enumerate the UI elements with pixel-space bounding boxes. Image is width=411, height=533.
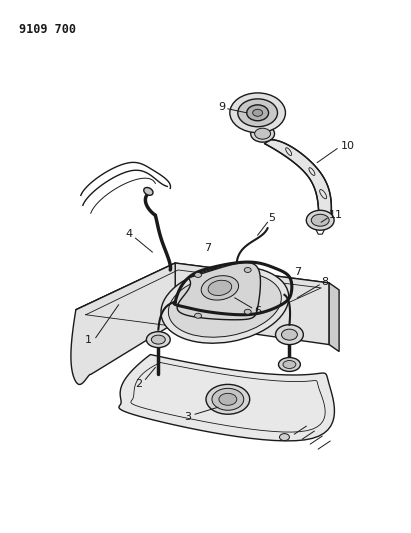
- Text: 10: 10: [341, 141, 355, 151]
- Polygon shape: [265, 140, 331, 222]
- Ellipse shape: [230, 93, 286, 133]
- Ellipse shape: [238, 99, 277, 127]
- Polygon shape: [76, 263, 329, 330]
- Ellipse shape: [212, 389, 244, 410]
- Ellipse shape: [306, 211, 334, 230]
- Ellipse shape: [282, 329, 298, 340]
- Text: 4: 4: [125, 229, 132, 239]
- Ellipse shape: [208, 280, 232, 295]
- Text: 7: 7: [204, 243, 212, 253]
- Ellipse shape: [194, 313, 201, 318]
- Ellipse shape: [251, 125, 275, 142]
- Polygon shape: [175, 263, 329, 345]
- Ellipse shape: [253, 109, 263, 116]
- Polygon shape: [119, 354, 335, 441]
- Text: 1: 1: [85, 335, 92, 345]
- Ellipse shape: [169, 272, 282, 337]
- Ellipse shape: [144, 188, 153, 195]
- Polygon shape: [76, 263, 175, 369]
- Polygon shape: [177, 262, 261, 320]
- Ellipse shape: [275, 325, 303, 345]
- Ellipse shape: [279, 434, 289, 441]
- Text: 9: 9: [218, 102, 226, 112]
- Ellipse shape: [146, 332, 170, 348]
- Ellipse shape: [255, 128, 270, 139]
- Ellipse shape: [206, 384, 250, 414]
- Ellipse shape: [244, 268, 251, 272]
- Ellipse shape: [247, 105, 268, 121]
- Text: 7: 7: [294, 267, 301, 277]
- Polygon shape: [71, 263, 175, 384]
- Text: 3: 3: [185, 412, 192, 422]
- Ellipse shape: [201, 276, 239, 300]
- Polygon shape: [329, 283, 339, 352]
- Text: 9109 700: 9109 700: [19, 23, 76, 36]
- Text: 6: 6: [254, 306, 261, 316]
- Ellipse shape: [244, 309, 251, 314]
- Ellipse shape: [279, 358, 300, 372]
- Text: 8: 8: [322, 277, 329, 287]
- Text: 2: 2: [135, 379, 142, 390]
- Text: 11: 11: [329, 210, 343, 220]
- Ellipse shape: [219, 393, 237, 405]
- Ellipse shape: [311, 214, 329, 226]
- Ellipse shape: [151, 335, 165, 344]
- Ellipse shape: [194, 272, 201, 278]
- Text: 5: 5: [268, 213, 275, 223]
- Ellipse shape: [283, 360, 296, 368]
- Ellipse shape: [161, 266, 289, 343]
